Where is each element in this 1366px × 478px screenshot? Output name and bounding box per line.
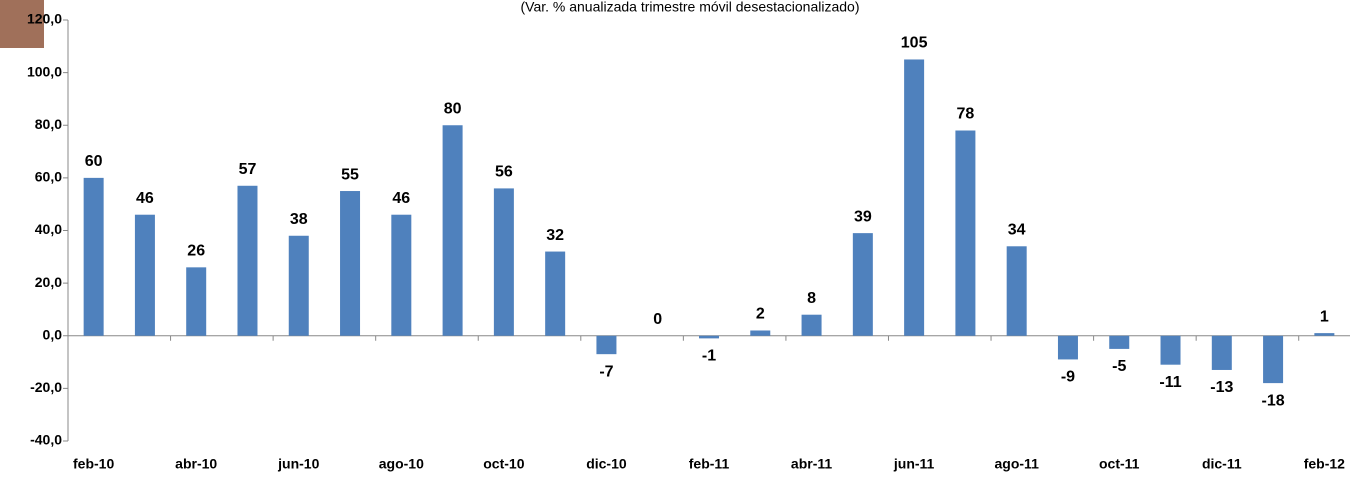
- bar: [1057, 335, 1078, 360]
- bar: [83, 177, 104, 336]
- bar: [904, 59, 925, 336]
- x-tick-label: feb-10: [73, 456, 114, 472]
- data-label: 78: [957, 106, 975, 123]
- data-label: -1: [702, 348, 716, 365]
- y-tick-label: -40,0: [30, 432, 62, 448]
- bar: [288, 235, 309, 336]
- bar: [1006, 246, 1027, 336]
- x-tick-label: ago-11: [995, 456, 1040, 472]
- bar: [442, 125, 463, 336]
- x-tick-label: jun-10: [277, 456, 319, 472]
- x-tick-label: jun-11: [893, 456, 935, 472]
- data-label: 0: [653, 311, 662, 328]
- data-label: 1: [1320, 308, 1329, 325]
- data-label: 55: [341, 166, 359, 183]
- bar: [1211, 335, 1232, 370]
- x-tick-label: oct-10: [483, 456, 524, 472]
- data-label: 2: [756, 306, 765, 323]
- logo-image: [0, 0, 44, 48]
- data-label: -11: [1159, 374, 1181, 391]
- data-label: 39: [854, 208, 872, 225]
- y-tick-label: 60,0: [35, 169, 62, 185]
- data-label: 57: [239, 161, 257, 178]
- x-tick-label: dic-11: [1202, 456, 1242, 472]
- data-label: -7: [599, 363, 613, 380]
- data-label: 32: [546, 227, 564, 244]
- data-label: -13: [1210, 379, 1233, 396]
- data-label: 46: [136, 190, 154, 207]
- x-tick-label: abr-10: [175, 456, 217, 472]
- y-tick-label: 40,0: [35, 221, 62, 237]
- x-tick-label: dic-10: [586, 456, 627, 472]
- bar: [596, 335, 617, 355]
- data-label: -5: [1112, 358, 1126, 375]
- data-label: 80: [444, 100, 462, 117]
- bar: [1160, 335, 1181, 365]
- bar: [699, 335, 719, 339]
- data-label: -18: [1262, 392, 1285, 409]
- y-tick-label: 120,0: [27, 11, 62, 27]
- y-tick-label: -20,0: [30, 379, 62, 395]
- bar: [1109, 335, 1130, 349]
- data-label: 60: [85, 153, 103, 170]
- bar: [391, 214, 412, 336]
- data-label: 56: [495, 164, 513, 181]
- x-tick-label: abr-11: [791, 456, 832, 472]
- chart-subtitle: (Var. % anualizada trimestre móvil deses…: [520, 0, 859, 15]
- bar: [852, 233, 873, 336]
- y-tick-label: 100,0: [27, 63, 62, 79]
- bar: [545, 251, 566, 336]
- data-label: 105: [901, 35, 928, 52]
- bar: [493, 188, 514, 336]
- data-label: -9: [1061, 369, 1075, 386]
- bar: [237, 185, 258, 336]
- y-tick-label: 0,0: [43, 326, 63, 342]
- x-tick-label: oct-11: [1099, 456, 1140, 472]
- bar: [340, 191, 361, 336]
- data-label: 38: [290, 211, 308, 228]
- y-tick-label: 80,0: [35, 116, 62, 132]
- bar: [955, 130, 976, 336]
- x-tick-label: feb-11: [689, 456, 730, 472]
- bar: [1263, 335, 1284, 384]
- x-tick-label: ago-10: [379, 456, 424, 472]
- bar: [801, 314, 822, 336]
- data-label: 46: [392, 190, 410, 207]
- data-label: 34: [1008, 222, 1026, 239]
- data-label: 26: [187, 243, 205, 260]
- x-tick-label: feb-12: [1304, 456, 1345, 472]
- data-label: 8: [807, 290, 816, 307]
- bar: [750, 330, 771, 336]
- bar: [134, 214, 155, 336]
- bar: [1314, 333, 1335, 336]
- bar: [186, 267, 207, 336]
- y-tick-label: 20,0: [35, 274, 62, 290]
